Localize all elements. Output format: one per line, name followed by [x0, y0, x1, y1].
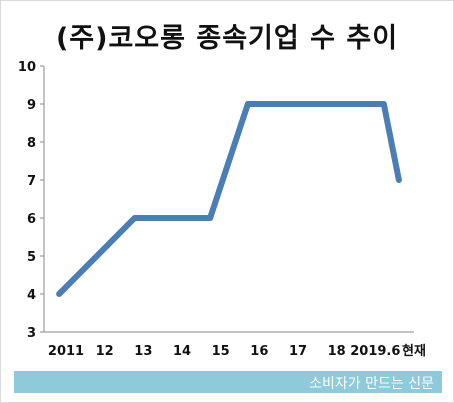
x-tick-label: 14	[173, 344, 191, 359]
y-tick-label: 4	[27, 288, 36, 303]
y-tick-label: 5	[27, 250, 36, 265]
x-tick-label: 16	[250, 344, 268, 359]
chart-title: (주)코오롱 종속기업 수 추이	[55, 23, 399, 54]
x-tick-label: 13	[134, 344, 152, 359]
x-tick-label: 18	[328, 344, 346, 359]
x-tick-label: 현재	[402, 343, 426, 359]
y-tick-label: 8	[27, 136, 36, 151]
footer-bar: 소비자가 만드는 신문	[14, 371, 442, 393]
series-line	[56, 101, 402, 297]
y-tick-label: 9	[27, 98, 36, 113]
footer-text: 소비자가 만드는 신문	[309, 376, 434, 392]
axes: 3 4 5 6 7 8 9 10 2011 12 13 14 15 16 17 18 2019.6 현재	[18, 60, 426, 359]
y-tick-label: 3	[27, 326, 36, 341]
y-tick-label: 7	[27, 174, 36, 189]
x-tick-label: 2019.6	[350, 344, 400, 359]
x-tick-label: 17	[289, 344, 307, 359]
y-tick-label: 6	[27, 212, 36, 227]
y-tick-label: 10	[18, 60, 36, 75]
x-tick-label: 12	[96, 344, 114, 359]
series-layer	[56, 101, 402, 297]
x-tick-label: 2011	[48, 344, 84, 359]
x-tick-label: 15	[212, 344, 230, 359]
